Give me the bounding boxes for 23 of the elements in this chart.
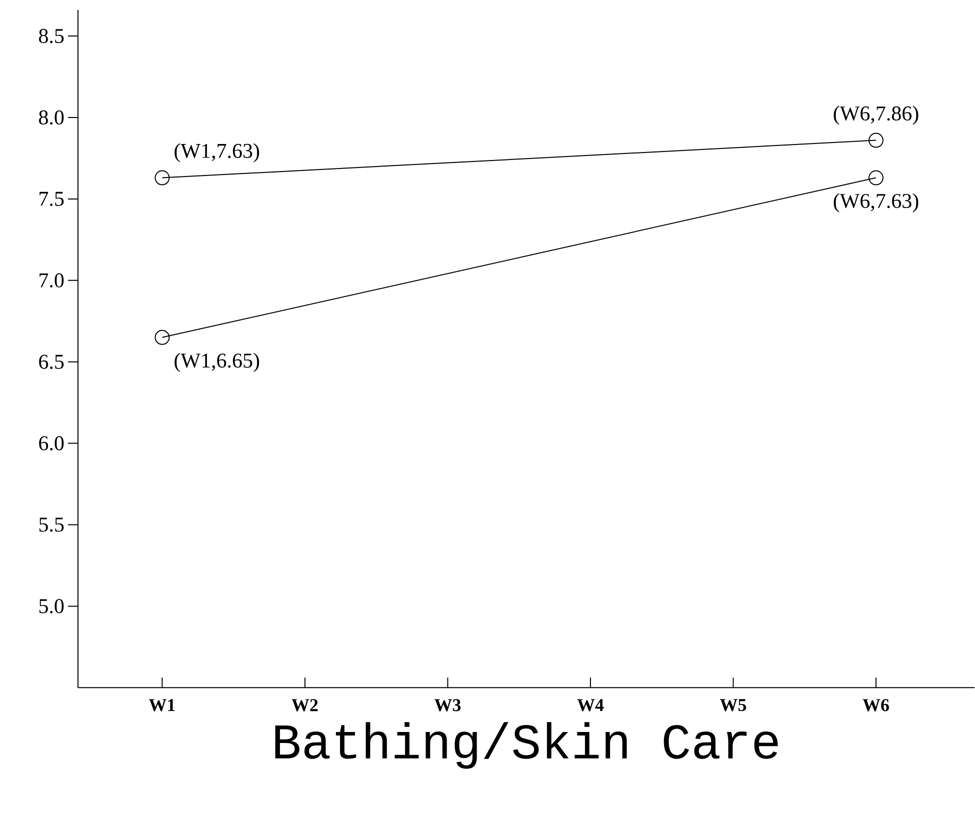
y-tick-label: 5.5 — [39, 518, 64, 532]
y-tick-label: 7.5 — [40, 192, 64, 206]
x-tick-label: W1 — [148, 699, 175, 712]
x-axis-title: Bathing/Skin Care — [275, 722, 778, 769]
y-tick-label: 6.5 — [39, 354, 64, 370]
x-tick-label: W3 — [434, 699, 461, 712]
annotation: (W6,7.63) — [834, 193, 918, 213]
annotation: (W6,7.86) — [834, 106, 918, 125]
y-tick-label: 7.0 — [40, 273, 64, 288]
point — [868, 133, 884, 148]
y-tick-label: 6.0 — [39, 436, 64, 451]
annotation: (W1,6.65) — [174, 353, 260, 372]
point — [154, 330, 170, 346]
y-tick-label: 5.0 — [39, 599, 64, 614]
point — [154, 170, 170, 186]
x-tick-label: W6 — [862, 699, 889, 712]
annotation: (W1,7.63) — [174, 143, 260, 162]
point — [868, 170, 884, 186]
x-tick-label: W4 — [577, 699, 604, 712]
x-tick-label: W2 — [292, 699, 318, 712]
y-tick-label: 8.0 — [39, 110, 64, 125]
x-tick-label: W5 — [720, 699, 746, 712]
y-tick-label: 8.5 — [39, 29, 64, 44]
